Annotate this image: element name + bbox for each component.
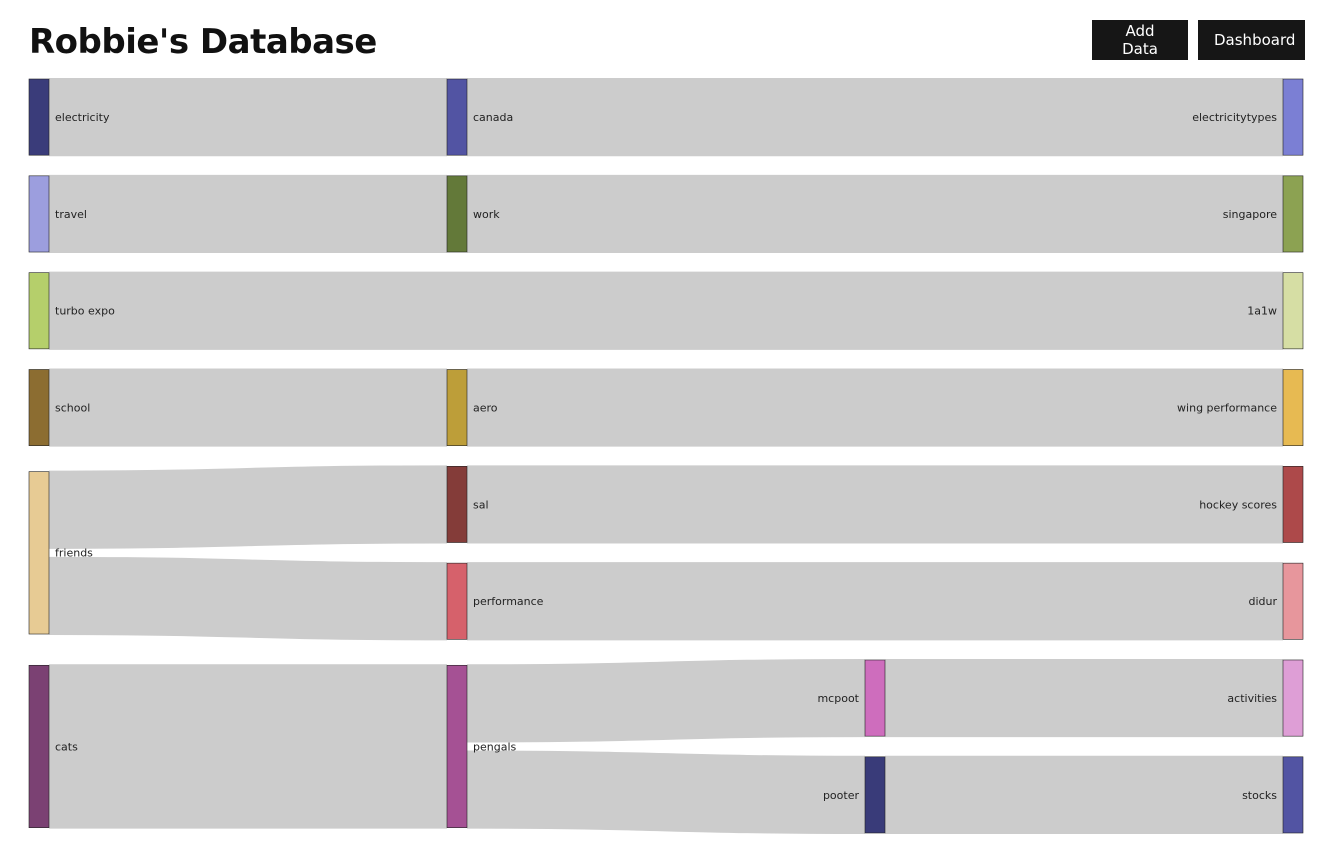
sankey-node-school[interactable] — [28, 369, 50, 446]
sankey-node-label-1a1w: 1a1w — [1247, 305, 1277, 318]
sankey-node-label-friends: friends — [55, 547, 93, 560]
sankey-link-pengals-pooter — [466, 750, 866, 834]
sankey-node-performance[interactable] — [446, 562, 468, 640]
sankey-nodes: electricity travel turbo expo school friends… — [28, 78, 1304, 834]
sankey-node-1a1w[interactable] — [1282, 272, 1304, 350]
sankey-node-electricitytypes[interactable] — [1282, 78, 1304, 156]
sankey-node-label-pooter: pooter — [823, 789, 860, 802]
sankey-link-friends-performance — [48, 556, 448, 641]
sankey-node-stocks[interactable] — [1282, 756, 1304, 834]
sankey-node-label-singapore: singapore — [1223, 208, 1277, 221]
sankey-node-label-sal: sal — [473, 498, 489, 511]
sankey-node-electricity[interactable] — [28, 78, 50, 156]
dashboard-button[interactable]: Dashboard — [1198, 20, 1305, 60]
sankey-node-label-stocks: stocks — [1242, 789, 1277, 802]
sankey-node-label-activities: activities — [1227, 692, 1277, 705]
sankey-node-friends[interactable] — [28, 471, 50, 635]
sankey-node-work[interactable] — [446, 175, 468, 253]
sankey-node-label-pengals: pengals — [473, 740, 517, 753]
sankey-node-label-cats: cats — [55, 740, 78, 753]
sankey-node-didur[interactable] — [1282, 562, 1304, 640]
sankey-link-friends-sal — [48, 465, 448, 549]
sankey-node-label-canada: canada — [473, 111, 513, 124]
sankey-node-travel[interactable] — [28, 175, 50, 253]
sankey-node-label-electricity: electricity — [55, 111, 110, 124]
sankey-node-label-mcpoot: mcpoot — [817, 692, 859, 705]
sankey-node-sal[interactable] — [446, 466, 468, 543]
sankey-node-mcpoot[interactable] — [864, 659, 886, 737]
sankey-node-label-electricitytypes: electricitytypes — [1192, 111, 1277, 124]
sankey-node-activities[interactable] — [1282, 659, 1304, 737]
sankey-node-wing_performance[interactable] — [1282, 369, 1304, 446]
sankey-node-pooter[interactable] — [864, 756, 886, 834]
sankey-node-label-didur: didur — [1248, 595, 1277, 608]
sankey-node-turbo_expo[interactable] — [28, 272, 50, 350]
sankey-links — [48, 77, 1283, 835]
sankey-node-cats[interactable] — [28, 664, 50, 828]
sankey-node-label-aero: aero — [473, 401, 498, 414]
sankey-node-label-school: school — [55, 401, 90, 414]
sankey-link-pengals-mcpoot — [466, 658, 866, 743]
sankey-node-aero[interactable] — [446, 369, 468, 446]
page-title: Robbie's Database — [29, 22, 377, 62]
sankey-node-singapore[interactable] — [1282, 175, 1304, 253]
sankey-node-pengals[interactable] — [446, 664, 468, 828]
sankey-node-label-hockey_scores: hockey scores — [1199, 498, 1277, 511]
sankey-node-hockey_scores[interactable] — [1282, 466, 1304, 543]
add-data-button[interactable]: Add Data — [1092, 20, 1188, 60]
page-header: Robbie's Database Add Data Dashboard — [0, 0, 1327, 70]
sankey-node-label-performance: performance — [473, 595, 544, 608]
sankey-node-label-work: work — [473, 208, 500, 221]
sankey-node-label-travel: travel — [55, 208, 87, 221]
sankey-node-label-turbo_expo: turbo expo — [55, 305, 115, 318]
sankey-node-canada[interactable] — [446, 78, 468, 156]
sankey-node-label-wing_performance: wing performance — [1177, 401, 1277, 414]
